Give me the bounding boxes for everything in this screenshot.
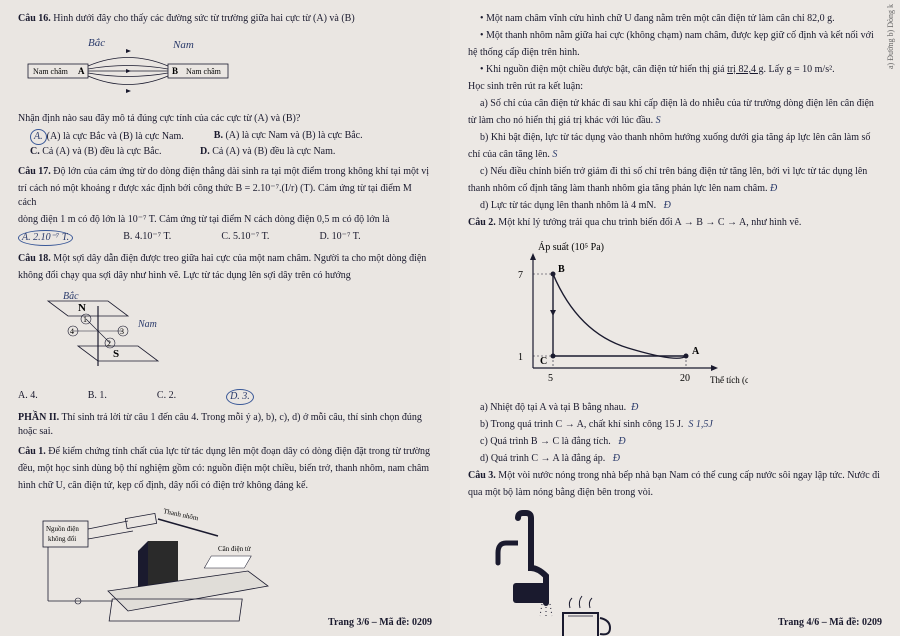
- q3-line1: Câu 3. Một vòi nước nóng trong nhà bếp n…: [468, 469, 882, 483]
- svg-text:Bắc: Bắc: [63, 291, 79, 302]
- q18-opt-d: D. 3.: [226, 389, 254, 405]
- q17-line2: trí cách nó một khoảng r được xác định b…: [18, 182, 432, 210]
- svg-text:2: 2: [107, 339, 111, 348]
- svg-text:5: 5: [548, 373, 553, 384]
- hand-q2b: S 1,5J: [688, 419, 712, 430]
- q16-label: Câu 16.: [18, 13, 51, 24]
- hand-q2d: Đ: [613, 453, 620, 464]
- magnet-b: B: [172, 66, 178, 76]
- q17-opt-d: D. 10⁻⁷ T.: [319, 230, 360, 246]
- hand-s-b: S: [552, 149, 557, 160]
- svg-text:Nam: Nam: [137, 319, 157, 330]
- magnet-left-label: Nam châm: [33, 67, 69, 76]
- magnet-a: A: [78, 66, 85, 76]
- q2b: b) Trong quá trình C → A, chất khí sinh …: [480, 418, 882, 432]
- hand-bac: Bắc: [88, 37, 105, 49]
- svg-text:N: N: [78, 302, 86, 314]
- ylabel: Áp suất (10⁵ Pa): [538, 241, 604, 253]
- q18-diagram: N S Bắc Nam 4 2 3 1: [18, 291, 432, 381]
- svg-text:C: C: [540, 356, 547, 367]
- q16-text: Hình dưới đây cho thấy các đường sức từ …: [53, 13, 354, 24]
- svg-text:S: S: [113, 348, 119, 360]
- svg-text:Thanh nhôm: Thanh nhôm: [163, 507, 200, 522]
- q17-line1: Câu 17. Độ lớn của cảm ứng từ do dòng đi…: [18, 165, 432, 179]
- question-18: Câu 18. Một sợi dây dẫn điện được treo g…: [18, 252, 432, 405]
- svg-text:1: 1: [518, 352, 523, 363]
- hs-line: Học sinh trên rút ra kết luận:: [468, 80, 882, 94]
- svg-text:không đổi: không đổi: [48, 535, 76, 543]
- footer-left: Trang 3/6 – Mã đề: 0209: [328, 616, 432, 630]
- q1-line2: đều, một học sinh dùng bộ thí nghiệm gồm…: [18, 462, 432, 476]
- svg-text:7: 7: [518, 270, 523, 281]
- svg-text:3: 3: [120, 327, 124, 336]
- q2c: c) Quá trình B → C là đẳng tích. Đ: [480, 435, 882, 449]
- bullet-3: • Khi nguồn điện một chiều được bật, cân…: [480, 63, 882, 77]
- q16-opt-a: A.(A) là cực Bắc và (B) là cực Nam.: [30, 129, 184, 145]
- question-16: Câu 16. Hình dưới đây cho thấy các đường…: [18, 12, 432, 159]
- q18-opt-b: B. 1.: [88, 389, 107, 405]
- q1c-line1: c) Nếu điều chỉnh biến trở giảm đi thì s…: [480, 165, 882, 179]
- question-1-phan2: Câu 1. Để kiểm chứng tính chất của lực t…: [18, 445, 432, 636]
- q17-opt-b: B. 4.10⁻⁷ T.: [123, 230, 171, 246]
- svg-text:Cân điện tử: Cân điện tử: [218, 545, 251, 553]
- svg-text:B: B: [558, 264, 565, 275]
- q2a: a) Nhiệt độ tại A và tại B bằng nhau. Đ: [480, 401, 882, 415]
- q16-opt-d: D. Cả (A) và (B) đều là cực Nam.: [200, 145, 340, 159]
- q17-opt-a: A. 2.10⁻⁷ T.: [18, 230, 73, 246]
- q18-line2: không đổi chạy qua sợi dây như hình vẽ. …: [18, 269, 432, 283]
- hand-nam: Nam: [172, 39, 194, 51]
- q1-line3: hình chữ U, cân điện tử, kẹp cố định, dâ…: [18, 479, 432, 493]
- q16-opt-c: C. Cả (A) và (B) đều là cực Bắc.: [30, 145, 170, 159]
- q1d-line: d) Lực từ tác dụng lên thanh nhôm là 4 m…: [480, 199, 882, 213]
- hand-d-c: Đ: [770, 183, 777, 194]
- footer-right: Trang 4/6 – Mã đề: 0209: [778, 616, 882, 630]
- margin-note: a) Đường b) Dòng k: [885, 4, 896, 69]
- page-left: Câu 16. Hình dưới đây cho thấy các đường…: [0, 0, 450, 636]
- q18-opt-a: A. 4.: [18, 389, 38, 405]
- bullet-2b: hệ thống cấp điện trên hình.: [468, 46, 882, 60]
- q1b-line1: b) Khi bật điện, lực từ tác dụng vào tha…: [480, 131, 882, 145]
- hand-d-d: Đ: [664, 200, 671, 211]
- page-right: a) Đường b) Dòng k • Một nam châm vĩnh c…: [450, 0, 900, 636]
- q16-subprompt: Nhận định nào sau đây mô tả đúng cực tín…: [18, 112, 432, 126]
- q2d: d) Quá trình C → A là đẳng áp. Đ: [480, 452, 882, 466]
- question-17: Câu 17. Độ lớn của cảm ứng từ do dòng đi…: [18, 165, 432, 246]
- q18-opt-c: C. 2.: [157, 389, 176, 405]
- section-phan2: PHẦN II. Thí sinh trả lời từ câu 1 đến c…: [18, 411, 432, 439]
- bullet-1: • Một nam châm vĩnh cửu hình chữ U đang …: [480, 12, 882, 26]
- hand-s-a: S: [656, 115, 661, 126]
- svg-text:1: 1: [83, 315, 87, 324]
- q18-line1: Câu 18. Một sợi dây dẫn điện được treo g…: [18, 252, 432, 266]
- q1b-line2: chỉ của cân tăng lên. S: [468, 148, 882, 162]
- magnet-right-label: Nam châm: [186, 67, 222, 76]
- q2-prompt: Câu 2. Một khí lý tưởng trải qua chu trì…: [468, 216, 882, 230]
- q3-line2: qua một bộ làm nóng bằng điện bên trong …: [468, 486, 882, 500]
- q16-opt-b: B. (A) là cực Nam và (B) là cực Bắc.: [214, 129, 363, 145]
- q16-diagram: Bắc Nam Nam châm A B Nam châm: [18, 34, 432, 104]
- svg-text:4: 4: [70, 327, 74, 336]
- q2-chart: Áp suất (10⁵ Pa) Thể tích (cm³) 7 1 5 20…: [488, 238, 882, 393]
- q1a-line2: từ làm cho nó hiển thị giá trị khác với …: [468, 114, 882, 128]
- bullet-2a: • Một thanh nhôm nằm giữa hai cực (không…: [480, 29, 882, 43]
- xlabel: Thể tích (cm³): [710, 375, 748, 385]
- hand-q2c: Đ: [618, 436, 625, 447]
- q1a-line1: a) Số chỉ của cân điện tử khác đi sau kh…: [480, 97, 882, 111]
- phan2-label: PHẦN II.: [18, 412, 59, 423]
- svg-text:A: A: [692, 346, 700, 357]
- phan2-text: Thí sinh trả lời từ câu 1 đến câu 4. Tro…: [18, 412, 422, 437]
- q17-opt-c: C. 5.10⁻⁷ T.: [221, 230, 269, 246]
- q17-line3: dòng điện 1 m có độ lớn là 10⁻⁷ T. Cảm ứ…: [18, 213, 432, 227]
- pv-chart-svg: Áp suất (10⁵ Pa) Thể tích (cm³) 7 1 5 20…: [488, 238, 748, 393]
- svg-text:20: 20: [680, 373, 690, 384]
- q16-prompt: Câu 16. Hình dưới đây cho thấy các đường…: [18, 12, 432, 26]
- q17-options: A. 2.10⁻⁷ T. B. 4.10⁻⁷ T. C. 5.10⁻⁷ T. D…: [18, 230, 432, 246]
- q1c-line2: thanh nhôm cố định tăng làm thanh nhôm g…: [468, 182, 882, 196]
- nguon-label: Nguồn điện: [46, 525, 79, 533]
- q18-options: A. 4. B. 1. C. 2. D. 3.: [18, 389, 432, 405]
- q1-line1: Câu 1. Để kiểm chứng tính chất của lực t…: [18, 445, 432, 459]
- hand-q2a: Đ: [631, 402, 638, 413]
- q16-options: A.(A) là cực Bắc và (B) là cực Nam. B. (…: [30, 129, 432, 159]
- circled-a: A.: [30, 129, 47, 145]
